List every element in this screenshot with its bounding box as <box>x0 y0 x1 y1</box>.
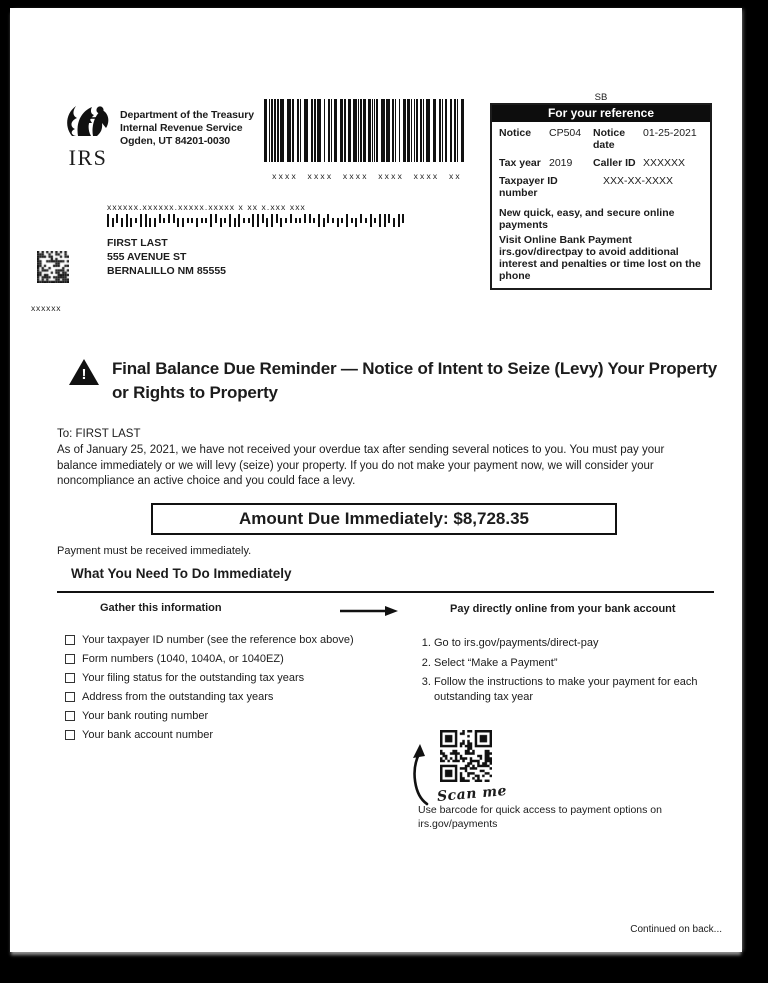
irs-eagle-icon <box>67 106 109 136</box>
pay-step: Select “Make a Payment” <box>434 656 734 671</box>
checklist-item-label: Your bank account number <box>82 729 214 741</box>
checkbox-icon <box>65 654 75 664</box>
recipient-address-block: FIRST LAST 555 AVENUE ST BERNALILLO NM 8… <box>107 236 226 278</box>
checkbox-icon <box>65 692 75 702</box>
left-margin-code: xxxxxx <box>31 303 62 313</box>
pay-steps-list: Go to irs.gov/payments/direct-pay Select… <box>418 636 734 709</box>
tax-year-value: 2019 <box>549 157 573 169</box>
barcode-note: Use barcode for quick access to payment … <box>418 804 662 830</box>
mail-routing-code: xxxxxx.xxxxxx.xxxxx.xxxxx x xx x.xxx xxx <box>107 202 306 212</box>
checkbox-icon <box>65 635 75 645</box>
checklist-item: Your bank routing number <box>65 710 354 722</box>
curved-arrow-icon <box>413 744 429 806</box>
checklist-item-label: Your filing status for the outstanding t… <box>82 672 305 684</box>
checklist-item: Your bank account number <box>65 729 354 741</box>
checkbox-icon <box>65 711 75 721</box>
intelligent-mail-barcode <box>107 214 407 227</box>
irs-logo-text: IRS <box>68 145 108 170</box>
pay-step: Go to irs.gov/payments/direct-pay <box>434 636 734 651</box>
recipient-name: FIRST LAST <box>107 237 168 249</box>
section-heading: What You Need To Do Immediately <box>71 566 292 581</box>
checklist-item: Form numbers (1040, 1040A, or 1040EZ) <box>65 653 354 665</box>
scan-me-label: Scan me <box>436 782 508 806</box>
sender-agency: Internal Revenue Service <box>120 122 243 134</box>
taxpayer-id-label: Taxpayer ID number <box>499 175 558 199</box>
checklist-item-label: Your taxpayer ID number (see the referen… <box>82 634 354 646</box>
section-divider <box>57 591 714 593</box>
checklist-item-label: Form numbers (1040, 1040A, or 1040EZ) <box>82 653 284 665</box>
pay-subheading: Pay directly online from your bank accou… <box>450 603 676 615</box>
notice-barcode-label: xxxx xxxx xxxx xxxx xxxx xx <box>272 171 462 181</box>
to-line: To: FIRST LAST <box>57 428 141 440</box>
checklist-item-label: Address from the outstanding tax years <box>82 691 274 703</box>
notice-body: As of January 25, 2021, we have not rece… <box>57 444 665 487</box>
right-arrow-icon <box>340 604 398 622</box>
caller-id-value: XXXXXX <box>643 157 686 169</box>
recipient-city-state-zip: BERNALILLO NM 85555 <box>107 265 227 277</box>
recipient-street: 555 AVENUE ST <box>107 251 187 263</box>
continued-on-back: Continued on back... <box>630 924 722 935</box>
notice-date-label: Notice date <box>593 127 626 151</box>
checkbox-icon <box>65 730 75 740</box>
notice-value: CP504 <box>549 127 582 139</box>
checklist-item-label: Your bank routing number <box>82 710 209 722</box>
irs-logo: IRS <box>60 102 116 169</box>
taxpayer-id-value: XXX-XX-XXXX <box>603 175 674 187</box>
si-code: SB <box>594 92 608 103</box>
scan-block: Scan me <box>410 728 550 812</box>
reference-box-title: For your reference <box>492 105 710 122</box>
notice-page: IRS Department of the Treasury Internal … <box>10 8 742 952</box>
warning-icon: ! <box>69 359 99 385</box>
tax-year-label: Tax year <box>499 157 541 169</box>
notice-barcode <box>264 99 470 162</box>
gather-checklist: Your taxpayer ID number (see the referen… <box>65 634 354 748</box>
notice-date-value: 01-25-2021 <box>643 127 697 139</box>
sender-city: Ogden, UT 84201-0030 <box>120 135 231 147</box>
checklist-item: Address from the outstanding tax years <box>65 691 354 703</box>
checklist-item: Your filing status for the outstanding t… <box>65 672 354 684</box>
reference-box: For your reference Notice CP504 Notice d… <box>490 103 712 290</box>
pay-step: Follow the instructions to make your pay… <box>434 675 734 704</box>
amount-due-box: Amount Due Immediately: $8,728.35 <box>151 503 617 535</box>
sender-department: Department of the Treasury <box>120 109 254 121</box>
sender-address-block: Department of the Treasury Internal Reve… <box>120 109 254 148</box>
online-payments-promo-title: New quick, easy, and secure online payme… <box>499 207 675 231</box>
caller-id-label: Caller ID <box>593 157 636 169</box>
payment-qr-code <box>440 730 492 782</box>
notice-label: Notice <box>499 127 532 139</box>
payment-note: Payment must be received immediately. <box>57 545 252 557</box>
checklist-item: Your taxpayer ID number (see the referen… <box>65 634 354 646</box>
data-matrix-code <box>37 251 69 283</box>
notice-title: Final Balance Due Reminder — Notice of I… <box>112 359 717 402</box>
gather-subheading: Gather this information <box>100 602 222 614</box>
checkbox-icon <box>65 673 75 683</box>
online-payments-promo-body: Visit Online Bank Payment irs.gov/direct… <box>499 234 701 282</box>
